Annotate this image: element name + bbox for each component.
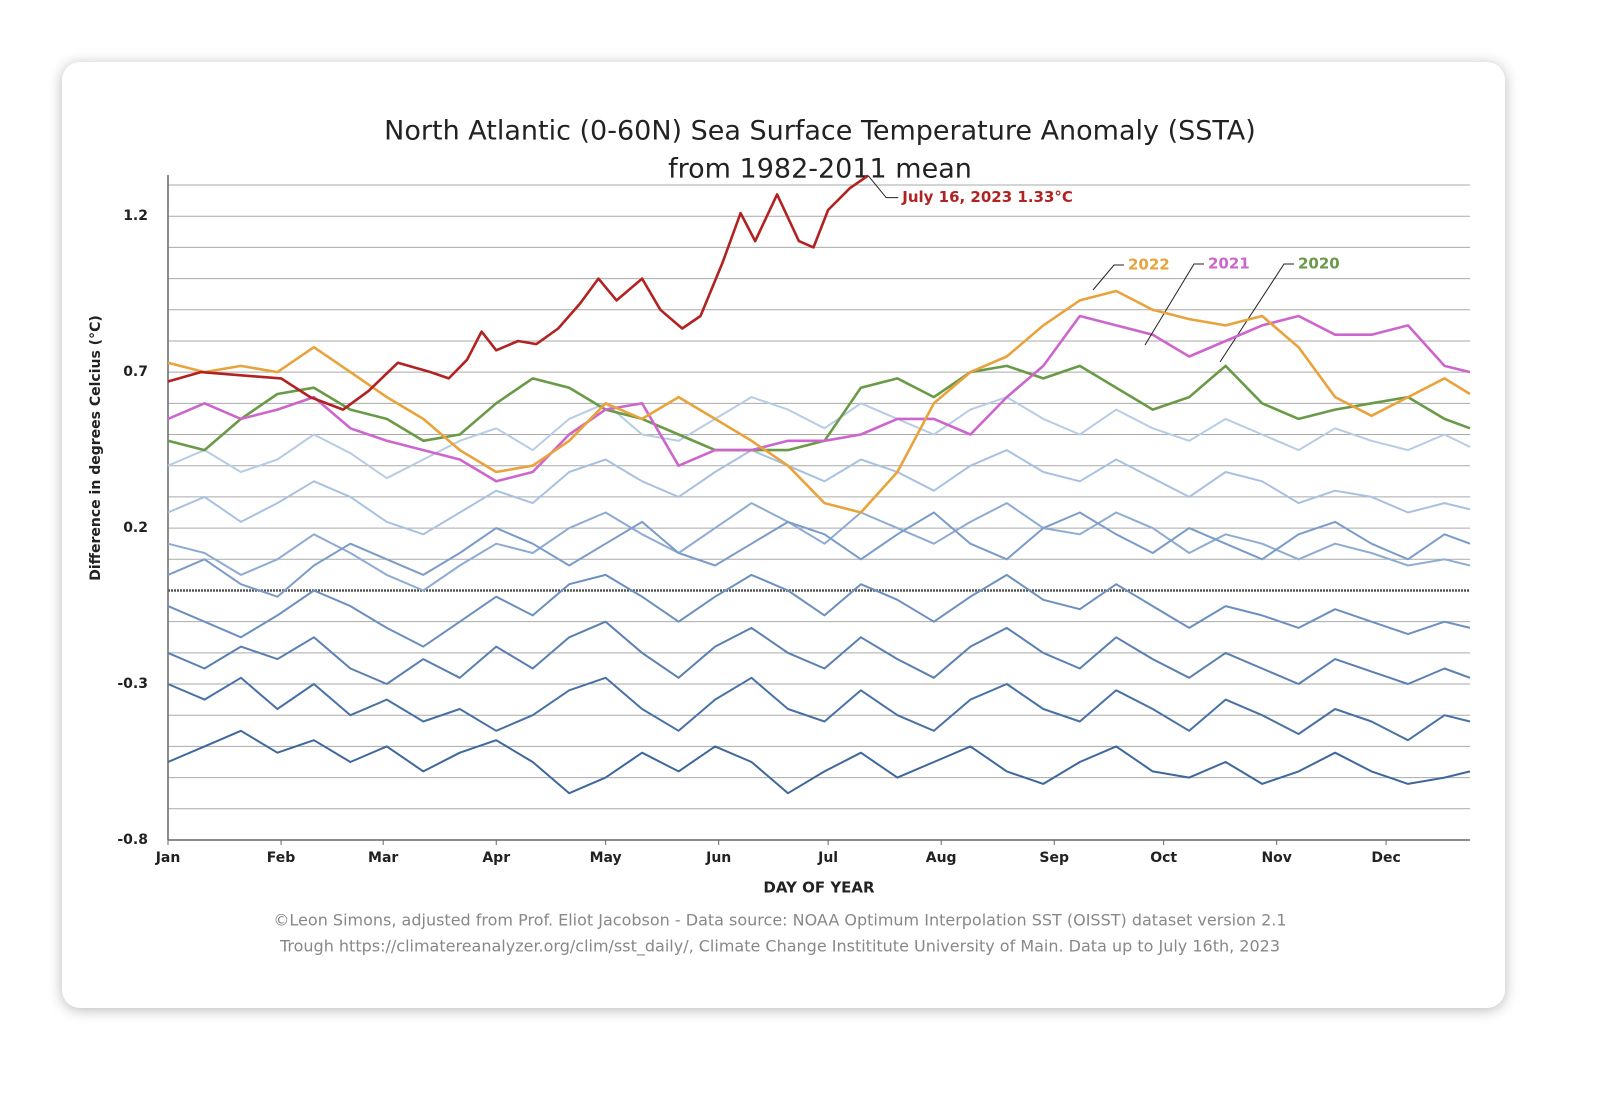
chart-title: from 1982-2011 mean xyxy=(668,154,972,185)
x-tick-label: Jan xyxy=(155,850,181,866)
x-tick-label: Dec xyxy=(1371,850,1400,866)
series-line xyxy=(167,620,1471,685)
series-label: 2022 xyxy=(1128,256,1170,274)
chart-title: North Atlantic (0-60N) Sea Surface Tempe… xyxy=(384,116,1256,147)
y-tick-label: 1.2 xyxy=(123,208,148,224)
series-line xyxy=(167,573,1471,648)
series-line xyxy=(167,364,1471,452)
x-axis-label: DAY OF YEAR xyxy=(763,879,875,897)
x-tick-label: Apr xyxy=(482,850,510,866)
leader-line xyxy=(1219,263,1294,363)
footer: Trough https://climatereanalyzer.org/cli… xyxy=(279,937,1280,957)
x-tick-label: Nov xyxy=(1261,850,1291,866)
series-line xyxy=(167,449,1471,536)
series-label: 2021 xyxy=(1208,255,1250,273)
series-line xyxy=(167,314,1471,483)
x-tick-label: Aug xyxy=(926,850,957,866)
x-tick-label: Jul xyxy=(817,850,838,866)
series-line xyxy=(167,502,1471,592)
series-label: 2020 xyxy=(1298,255,1340,273)
annotation: July 16, 2023 1.33°C xyxy=(901,188,1073,206)
series-line xyxy=(167,511,1471,598)
footer: ©Leon Simons, adjusted from Prof. Eliot … xyxy=(273,911,1286,930)
series-line xyxy=(167,676,1471,742)
series-line xyxy=(167,289,1471,514)
y-tick-label: -0.3 xyxy=(117,676,148,692)
x-tick-label: May xyxy=(590,850,622,866)
series-line xyxy=(167,174,869,411)
x-tick-label: Feb xyxy=(267,850,296,866)
x-tick-label: Sep xyxy=(1039,850,1069,866)
card xyxy=(62,62,1505,1008)
y-tick-label: 0.2 xyxy=(123,520,148,536)
series-line xyxy=(167,729,1471,795)
y-tick-label: 0.7 xyxy=(123,364,148,380)
leader-line xyxy=(1144,263,1204,346)
leader-line xyxy=(867,175,899,199)
leader-line xyxy=(1092,264,1124,291)
x-tick-label: Jun xyxy=(705,850,731,866)
y-axis-label: Difference in degrees Celcius (°C) xyxy=(88,315,104,580)
x-tick-label: Oct xyxy=(1150,850,1177,866)
x-tick-label: Mar xyxy=(368,850,398,866)
series-line xyxy=(167,396,1471,480)
y-tick-label: -0.8 xyxy=(117,832,148,848)
